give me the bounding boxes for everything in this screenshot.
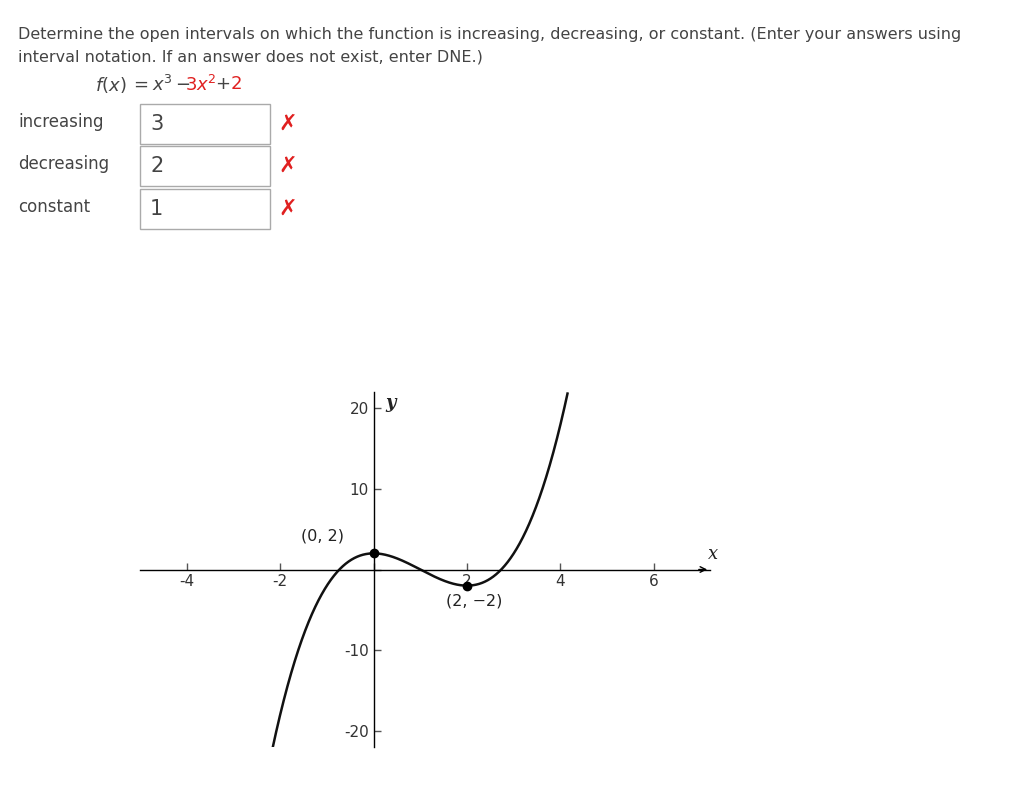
Text: y: y — [385, 394, 396, 413]
Text: ✗: ✗ — [278, 199, 297, 219]
Text: $= x^3 -$: $= x^3 -$ — [130, 75, 190, 95]
Text: $3x^2$: $3x^2$ — [185, 75, 217, 95]
Text: constant: constant — [18, 198, 90, 216]
FancyBboxPatch shape — [140, 189, 270, 229]
Text: (2, −2): (2, −2) — [446, 593, 503, 608]
Text: 2: 2 — [150, 156, 163, 176]
Text: x: x — [708, 545, 718, 563]
Text: $\it{f}$$(x)$: $\it{f}$$(x)$ — [95, 75, 127, 95]
Text: decreasing: decreasing — [18, 155, 110, 173]
Text: 1: 1 — [150, 199, 163, 219]
Text: $+$: $+$ — [215, 75, 230, 93]
Text: 3: 3 — [150, 114, 163, 134]
Text: interval notation. If an answer does not exist, enter DNE.): interval notation. If an answer does not… — [18, 49, 483, 64]
FancyBboxPatch shape — [140, 146, 270, 186]
FancyBboxPatch shape — [140, 104, 270, 144]
Text: Determine the open intervals on which the function is increasing, decreasing, or: Determine the open intervals on which th… — [18, 27, 962, 42]
Text: increasing: increasing — [18, 113, 103, 131]
Text: (0, 2): (0, 2) — [301, 529, 344, 544]
Text: $2$: $2$ — [230, 75, 242, 93]
Text: ✗: ✗ — [278, 156, 297, 176]
Text: ✗: ✗ — [278, 114, 297, 134]
